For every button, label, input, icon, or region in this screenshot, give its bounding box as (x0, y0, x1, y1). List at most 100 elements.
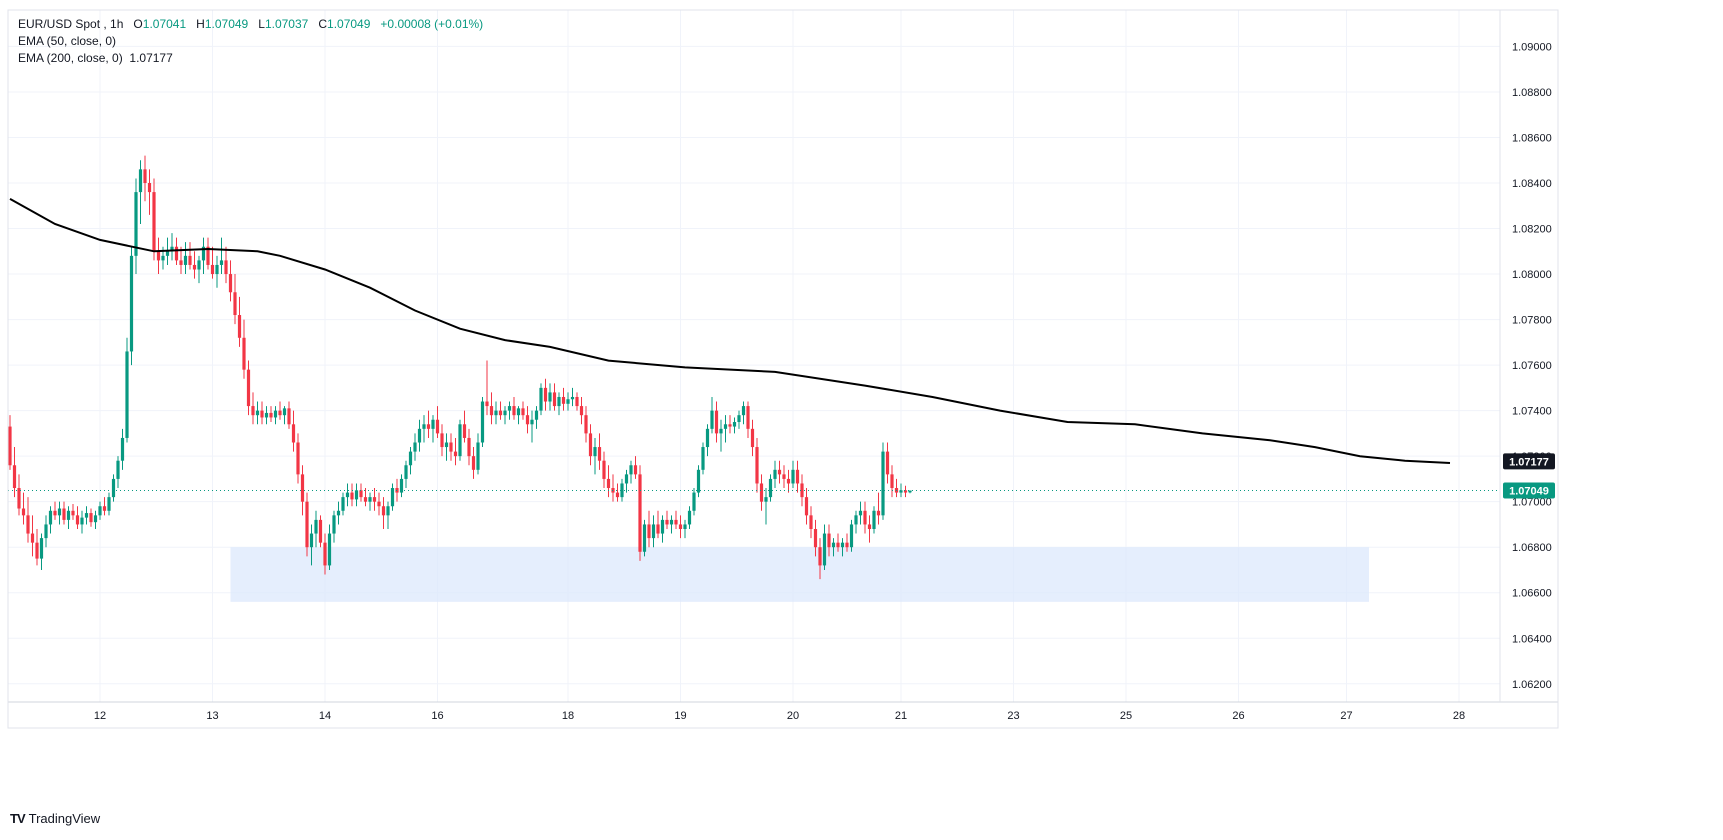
candle-body (881, 451, 885, 516)
candle-body (30, 533, 35, 543)
candle-body (188, 255, 192, 265)
candle-body (368, 497, 372, 502)
candle (903, 485, 908, 498)
candle (512, 396, 516, 420)
x-tick-label: 16 (431, 710, 443, 722)
candle (44, 515, 48, 548)
candle-body (440, 433, 444, 448)
candle-body (840, 542, 845, 548)
candle (287, 401, 291, 429)
candle (831, 538, 836, 557)
candle-body (273, 410, 278, 418)
candle (192, 251, 197, 279)
candle (498, 401, 503, 420)
candle-body (458, 424, 462, 457)
candle-body (462, 424, 467, 438)
candle (242, 319, 246, 379)
candle-body (255, 410, 260, 416)
candle-body (341, 497, 345, 511)
candle-body (44, 524, 48, 539)
candle (638, 465, 642, 561)
candle (363, 488, 368, 507)
ema50-label: EMA (50, close, 0) (18, 34, 117, 48)
candle-body (710, 410, 714, 429)
candle-body (323, 542, 327, 566)
candle (345, 483, 350, 507)
y-tick-label: 1.08400 (1512, 178, 1552, 190)
candle (336, 501, 341, 525)
ema200-layer (8, 198, 1500, 492)
candle (872, 506, 876, 534)
candle (417, 419, 422, 452)
candle-body (467, 437, 471, 457)
candle-body (309, 533, 314, 548)
candle (692, 488, 696, 516)
ema200-row[interactable]: EMA (200, close, 0) 1.07177 (18, 50, 483, 67)
candle (390, 483, 395, 511)
x-tick-label: 21 (895, 710, 907, 722)
open-value: 1.07041 (142, 17, 187, 31)
candle-body (750, 428, 755, 448)
candle-body (791, 469, 795, 484)
candle (611, 474, 615, 502)
candle-body (102, 506, 107, 511)
candle-body (764, 497, 768, 502)
interval-label[interactable]: 1h (110, 17, 124, 31)
candle (435, 406, 440, 438)
candle (129, 246, 134, 366)
candle-body (215, 264, 219, 275)
candle-body (606, 478, 611, 489)
candle-body (719, 428, 723, 434)
candle (881, 442, 885, 520)
candle (507, 401, 512, 420)
ema50-row[interactable]: EMA (50, close, 0) (18, 33, 483, 50)
candle-body (885, 451, 890, 475)
candle (210, 246, 215, 279)
candle-body (174, 246, 179, 261)
candle (764, 488, 768, 525)
candle (377, 492, 381, 516)
candle (561, 387, 566, 411)
candle-body (674, 519, 678, 525)
x-tick-label: 25 (1120, 710, 1132, 722)
candle (656, 510, 660, 539)
candle (732, 417, 737, 434)
candle-body (377, 501, 381, 507)
candle (530, 410, 534, 443)
candle (98, 501, 102, 520)
candle-body (305, 501, 309, 548)
candle-body (296, 442, 300, 475)
candle (651, 515, 656, 548)
candle (413, 433, 417, 461)
candle (341, 492, 345, 516)
candle-body (593, 447, 597, 457)
symbol-name[interactable]: EUR/USD Spot (18, 17, 101, 31)
candle-body (548, 392, 552, 402)
candle-body (444, 442, 449, 448)
candle (858, 501, 863, 525)
candle (566, 392, 570, 411)
candle-body (269, 412, 273, 418)
tradingview-logo[interactable]: TV TradingView (10, 811, 100, 826)
candle-body (584, 415, 588, 434)
candle-body (498, 410, 503, 416)
candle-body (615, 492, 620, 498)
candle-body (665, 519, 669, 525)
candle (444, 433, 449, 461)
candle (471, 447, 476, 479)
candle (255, 401, 260, 425)
candle (399, 474, 404, 498)
candle-body (786, 478, 791, 484)
candle-body (507, 406, 512, 411)
candle (584, 406, 588, 443)
candle (597, 433, 602, 470)
y-tick-label: 1.08200 (1512, 224, 1552, 236)
candle-body (890, 474, 894, 489)
candle (701, 442, 705, 475)
candle (750, 419, 755, 457)
close-value: 1.07049 (327, 17, 371, 31)
candle (183, 242, 188, 275)
candle (777, 460, 782, 484)
